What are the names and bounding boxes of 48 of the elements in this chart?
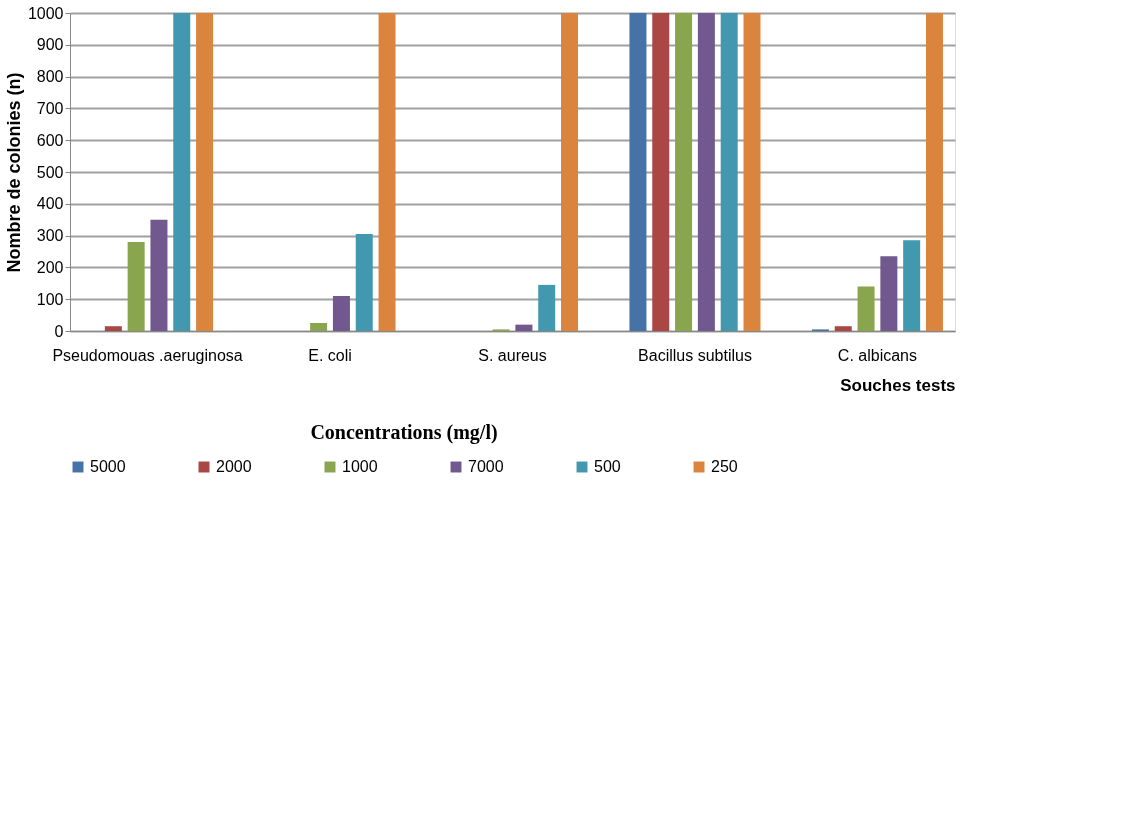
x-tick-label: C. albicans: [837, 346, 918, 364]
bar: [880, 256, 898, 331]
legend-label: 250: [711, 458, 738, 475]
legend-title: Concentrations (mg/l): [310, 421, 498, 444]
bar: [104, 326, 122, 331]
bar: [150, 219, 168, 331]
y-tick-label: 900: [36, 36, 64, 54]
y-tick-label: 300: [36, 227, 64, 245]
legend-label: 5000: [90, 458, 126, 475]
bar: [834, 326, 852, 331]
y-tick-label: 100: [36, 290, 64, 308]
legend-label: 500: [594, 458, 621, 475]
y-tick-label: 500: [36, 163, 64, 181]
bar: [720, 13, 738, 331]
bar: [127, 241, 145, 331]
bar: [675, 13, 693, 331]
y-tick-label: 0: [54, 322, 64, 340]
x-tick-label: S. aureus: [478, 346, 547, 364]
bar: [561, 13, 579, 331]
bar: [697, 13, 715, 331]
y-tick-label: 800: [36, 68, 64, 86]
bar: [515, 324, 533, 331]
bar: [925, 13, 943, 331]
legend-label: 1000: [342, 458, 378, 475]
bar: [173, 13, 191, 331]
bar: [629, 13, 647, 331]
bar: [196, 13, 214, 331]
x-tick-label: Bacillus subtilus: [638, 346, 752, 364]
bar: [538, 284, 556, 331]
y-tick-label: 400: [36, 195, 64, 213]
bar: [857, 286, 875, 331]
x-tick-label: Pseudomouas .aeruginosa: [52, 346, 243, 364]
y-tick-label: 200: [36, 258, 64, 276]
bar: [743, 13, 761, 331]
bar: [355, 234, 373, 331]
y-axis-title: Nombre de colonies (n): [3, 72, 24, 273]
legend-label: 7000: [468, 458, 504, 475]
x-tick-label: E. coli: [308, 346, 352, 364]
y-tick-label: 600: [36, 131, 64, 149]
x-axis-title: Souches tests: [840, 375, 956, 395]
bar: [310, 323, 328, 331]
bar: [903, 240, 921, 331]
bar: [378, 13, 396, 331]
y-tick-label: 1000: [27, 4, 64, 22]
bar: [332, 296, 350, 331]
bar: [652, 13, 670, 331]
legend-label: 2000: [216, 458, 252, 475]
y-tick-label: 700: [36, 99, 64, 117]
